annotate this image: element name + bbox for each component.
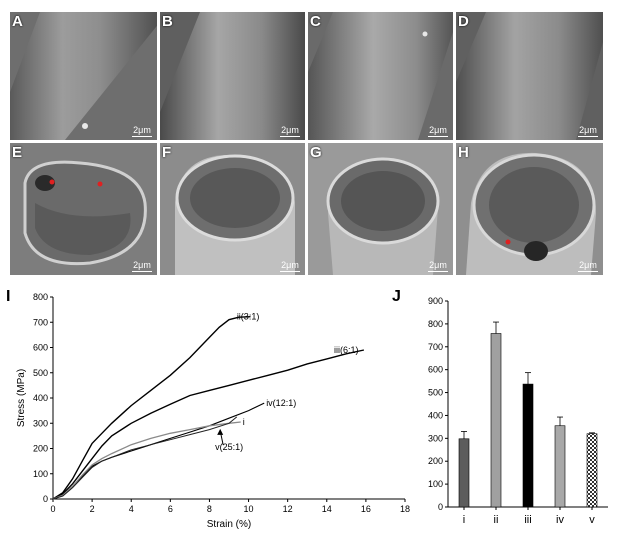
fiber-cross-section-image [456,143,603,275]
y-tick-label: 700 [428,342,443,352]
y-tick-label: 600 [428,365,443,375]
y-tick-label: 600 [33,343,48,353]
y-axis-label: Stress (MPa) [16,369,27,427]
x-tick-label: 12 [283,504,293,514]
sem-panel-b: B 2μm [160,12,305,140]
y-tick-label: 200 [428,456,443,466]
y-tick-label: 200 [33,444,48,454]
y-tick-label: 700 [33,317,48,327]
x-tick-label: 8 [207,504,212,514]
panel-label: D [458,13,469,30]
panel-label: B [162,13,173,30]
series-label: v(25:1) [215,442,243,452]
scale-label: 2μm [579,125,597,135]
sem-panel-h: H 2μm [456,143,603,275]
y-tick-label: 500 [33,368,48,378]
series-label: ii(3:1) [237,312,260,322]
stress-strain-chart: I 0 2 4 6 8 10 12 14 16 18 0 100 200 300 400 500 600 700 80… [6,288,410,530]
fiber-surface-image [160,12,305,140]
panel-label: A [12,13,23,30]
panel-label: C [310,13,321,30]
chart-panel-label: I [6,288,10,305]
x-tick-label: ii [494,514,499,526]
fiber-surface-image [10,12,157,140]
chart-panel-label: J [392,288,401,305]
panel-label: G [310,144,322,161]
bar-iii [522,383,534,508]
x-tick-label: iii [524,514,531,526]
series-line-i [52,421,241,500]
scale-label: 2μm [281,260,299,270]
scale-bar: 2μm [578,125,598,137]
x-tick-label: v [589,514,595,526]
bar-i [458,438,470,508]
scale-bar: 2μm [428,125,448,137]
fiber-surface-image [456,12,603,140]
y-tick-label: 900 [428,296,443,306]
y-tick-label: 100 [33,469,48,479]
annotation-arrowhead [217,428,224,435]
fiber-cross-section-image [10,143,157,275]
scale-bar: 2μm [428,260,448,272]
y-tick-label: 300 [428,433,443,443]
sem-panel-g: G 2μm [308,143,453,275]
panel-label: E [12,144,23,161]
scale-label: 2μm [429,125,447,135]
scale-label: 2μm [133,125,151,135]
y-tick-label: 400 [428,410,443,420]
y-tick-label: 100 [428,479,443,489]
y-tick-label: 400 [33,393,48,403]
y-tick-label: 0 [43,494,48,504]
fiber-cross-section-image [308,143,453,275]
panel-label: F [162,144,172,161]
series-line-v251 [52,416,238,500]
x-tick-label: 18 [400,504,410,514]
y-tick-label: 500 [428,388,443,398]
y-tick-label: 300 [33,418,48,428]
series-label: iii(6:1) [334,345,359,355]
scale-label: 2μm [429,260,447,270]
fiber-cross-section-image [160,143,305,275]
bar-iv [554,425,566,508]
x-tick-label: i [463,514,465,526]
scale-bar: 2μm [132,125,152,137]
panel-label: H [458,144,469,161]
series-line-iii61 [52,349,365,500]
x-axis-label: Strain (%) [207,519,251,530]
scale-bar: 2μm [280,260,300,272]
bar-ii [490,333,502,508]
fiber-surface-image [308,12,453,140]
scale-label: 2μm [281,125,299,135]
y-tick-label: 800 [33,292,48,302]
sem-panel-a: A 2μm [10,12,157,140]
y-tick-label: 800 [428,319,443,329]
x-tick-label: 16 [361,504,371,514]
x-tick-label: 0 [50,504,55,514]
scale-label: 2μm [579,260,597,270]
series-label: iv(12:1) [266,398,296,408]
x-tick-label: 4 [129,504,134,514]
y-tick-label: 0 [438,502,443,512]
sem-panel-f: F 2μm [160,143,305,275]
scale-bar: 2μm [132,260,152,272]
scale-label: 2μm [133,260,151,270]
series-label: i [243,417,245,427]
scale-bar: 2μm [280,125,300,137]
scale-bar: 2μm [578,260,598,272]
sem-panel-d: D 2μm [456,12,603,140]
x-tick-label: iv [556,514,564,526]
sem-panel-c: C 2μm [308,12,453,140]
x-tick-label: 2 [90,504,95,514]
x-tick-label: 6 [168,504,173,514]
bar-v [586,433,598,508]
x-tick-label: 10 [244,504,254,514]
sem-panel-e: E 2μm [10,143,157,275]
x-tick-label: 14 [322,504,332,514]
series-line-ii31 [52,316,251,500]
